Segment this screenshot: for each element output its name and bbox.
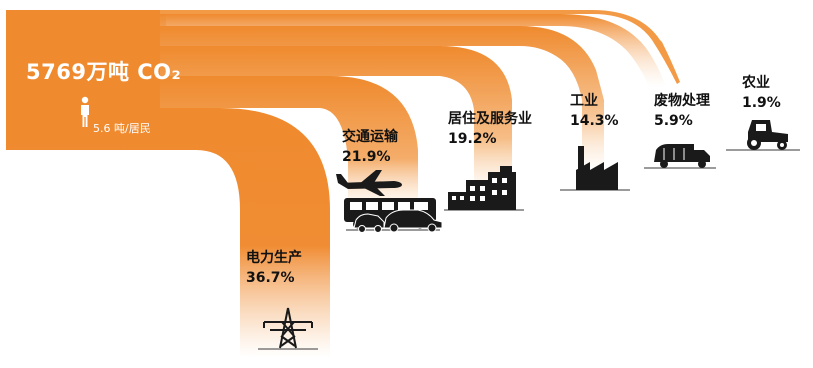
sector-name: 废物处理	[654, 93, 710, 109]
buildings-icon	[448, 166, 516, 210]
power-tower-icon	[263, 307, 313, 349]
sector-name: 工业	[570, 93, 598, 109]
sector-name: 交通运输	[342, 129, 398, 145]
sector-percent: 21.9%	[342, 149, 391, 165]
label-industry: 工业 14.3%	[570, 91, 619, 131]
sector-percent: 1.9%	[742, 95, 781, 111]
sector-name: 电力生产	[246, 250, 302, 266]
label-agriculture: 农业 1.9%	[742, 73, 781, 113]
tractor-icon	[747, 120, 788, 150]
person-icon	[81, 96, 89, 127]
small-car-icon	[353, 213, 385, 233]
label-residential: 居住及服务业 19.2%	[448, 109, 532, 149]
flow-waste	[160, 14, 666, 88]
label-electricity: 电力生产 36.7%	[246, 248, 302, 288]
flow-agriculture	[160, 10, 680, 84]
sector-percent: 14.3%	[570, 113, 619, 129]
total-emissions: 5769万吨 CO₂	[26, 60, 182, 84]
sector-percent: 19.2%	[448, 131, 497, 147]
sector-percent: 5.9%	[654, 113, 693, 129]
sector-name: 农业	[742, 75, 770, 91]
garbage-truck-icon	[654, 144, 710, 168]
factory-icon	[576, 146, 618, 190]
per-capita-emissions: 5.6 吨/居民	[93, 122, 151, 135]
sector-percent: 36.7%	[246, 270, 295, 286]
airplane-icon	[336, 170, 402, 196]
label-waste: 废物处理 5.9%	[654, 91, 710, 131]
car-icon	[383, 209, 443, 233]
flow-electricity	[6, 108, 330, 358]
label-transport: 交通运输 21.9%	[342, 127, 398, 167]
flow-transport	[160, 76, 418, 214]
sector-name: 居住及服务业	[448, 111, 532, 127]
flow-industry	[160, 26, 604, 176]
